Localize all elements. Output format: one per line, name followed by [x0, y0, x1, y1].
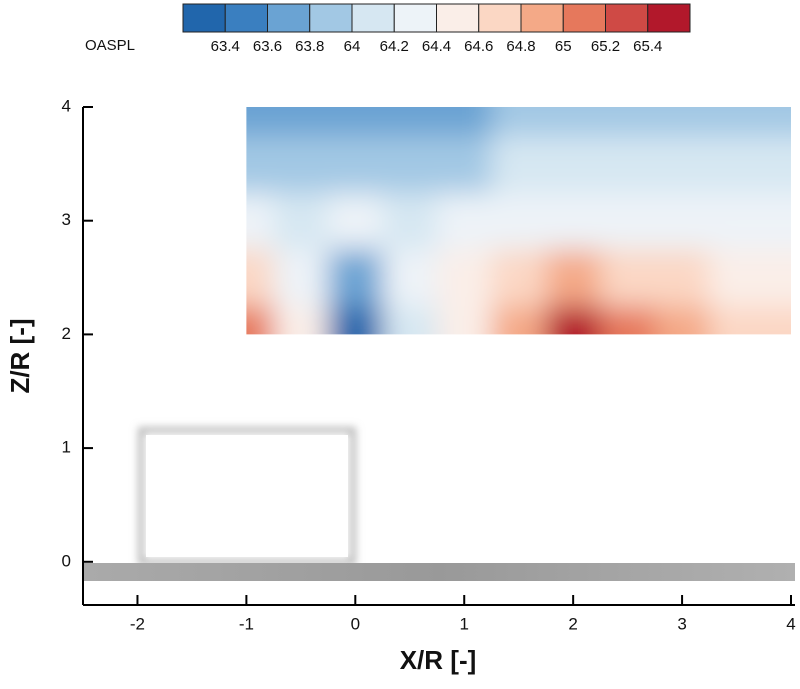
- colorbar-swatch: [351, 3, 395, 33]
- contour-cell: [763, 135, 791, 193]
- colorbar-swatch: [182, 3, 226, 33]
- colorbar-swatch: [647, 3, 691, 33]
- colorbar-tick-label: 63.6: [253, 38, 282, 55]
- contour-cell: [600, 305, 656, 335]
- colorbar-tick-label: 63.4: [211, 38, 240, 55]
- contour-cell: [600, 192, 656, 250]
- colorbar-swatch: [436, 3, 480, 33]
- contour-cell: [382, 135, 438, 193]
- contour-cell: [709, 135, 765, 193]
- contour-cells: [246, 107, 791, 335]
- contour-cell: [437, 135, 492, 193]
- colorbar-tick-label: 64.2: [380, 38, 409, 55]
- contour-cell: [273, 135, 329, 193]
- contour-cell: [545, 249, 601, 307]
- contour-cell: [654, 305, 710, 335]
- contour-cell: [382, 249, 438, 307]
- contour-cell: [654, 107, 710, 136]
- colorbar-tick-label: 64.4: [422, 38, 451, 55]
- colorbar-tick-label: 65.4: [633, 38, 662, 55]
- ground-strip: [83, 563, 795, 581]
- contour-cell: [246, 107, 275, 136]
- x-tick-label: 0: [351, 614, 360, 633]
- contour-cell: [545, 305, 601, 335]
- contour-cell: [600, 249, 656, 307]
- colorbar-tick-label: 64.6: [464, 38, 493, 55]
- contour-cell: [328, 249, 384, 307]
- contour-cell: [382, 305, 438, 335]
- x-tick-label: -1: [239, 614, 254, 633]
- contour-cell: [437, 107, 492, 136]
- contour-cell: [246, 249, 275, 307]
- contour-cell: [437, 249, 492, 307]
- colorbar-tick-label: 64.8: [506, 38, 535, 55]
- colorbar-swatch: [562, 3, 606, 33]
- contour-cell: [654, 249, 710, 307]
- contour-cell: [273, 305, 329, 335]
- contour-cell: [491, 107, 547, 136]
- contour-cell: [437, 192, 492, 250]
- contour-cell: [600, 135, 656, 193]
- colorbar-swatch: [309, 3, 353, 33]
- colorbar-swatch: [267, 3, 311, 33]
- contour-cell: [491, 192, 547, 250]
- contour-cell: [709, 305, 765, 335]
- contour-cell: [328, 305, 384, 335]
- contour-cell: [491, 305, 547, 335]
- contour-cell: [600, 107, 656, 136]
- colorbar-label: OASPL: [85, 37, 135, 54]
- contour-cell: [273, 192, 329, 250]
- contour-cell: [709, 249, 765, 307]
- contour-cell: [273, 107, 329, 136]
- contour-field: [246, 107, 791, 335]
- contour-cell: [437, 305, 492, 335]
- contour-cell: [654, 192, 710, 250]
- contour-cell: [763, 192, 791, 250]
- y-tick-label: 2: [62, 324, 71, 343]
- contour-cell: [654, 135, 710, 193]
- contour-cell: [246, 305, 275, 335]
- contour-cell: [545, 107, 601, 136]
- contour-cell: [491, 135, 547, 193]
- x-tick-label: 1: [459, 614, 468, 633]
- contour-cell: [763, 249, 791, 307]
- contour-cell: [328, 107, 384, 136]
- colorbar-swatch: [224, 3, 268, 33]
- contour-cell: [382, 107, 438, 136]
- y-tick-label: 1: [62, 438, 71, 457]
- x-tick-label: 3: [677, 614, 686, 633]
- contour-cell: [545, 192, 601, 250]
- y-tick-label: 4: [62, 96, 71, 115]
- contour-cell: [491, 249, 547, 307]
- colorbar-swatch: [520, 3, 564, 33]
- contour-cell: [382, 192, 438, 250]
- y-tick-label: 0: [62, 551, 71, 570]
- contour-cell: [545, 135, 601, 193]
- colorbar-tick-label: 65: [555, 38, 572, 55]
- colorbar-tick-label: 63.8: [295, 38, 324, 55]
- contour-cell: [246, 192, 275, 250]
- colorbar-swatch: [393, 3, 437, 33]
- y-axis-label: Z/R [-]: [5, 318, 35, 393]
- y-tick-label: 3: [62, 210, 71, 229]
- contour-cell: [246, 135, 275, 193]
- colorbar-swatch: [478, 3, 522, 33]
- contour-cell: [763, 107, 791, 136]
- colorbar-swatch: [605, 3, 649, 33]
- contour-cell: [709, 107, 765, 136]
- contour-cell: [328, 135, 384, 193]
- contour-cell: [763, 305, 791, 335]
- x-axis-label: X/R [-]: [400, 645, 477, 675]
- contour-cell: [709, 192, 765, 250]
- obstacle-box: [138, 427, 356, 565]
- colorbar-tick-label: 64: [344, 38, 361, 55]
- x-tick-label: 2: [568, 614, 577, 633]
- contour-cell: [328, 192, 384, 250]
- colorbar-tick-label: 65.2: [591, 38, 620, 55]
- x-tick-label: 4: [786, 614, 795, 633]
- contour-cell: [273, 249, 329, 307]
- x-tick-label: -2: [130, 614, 145, 633]
